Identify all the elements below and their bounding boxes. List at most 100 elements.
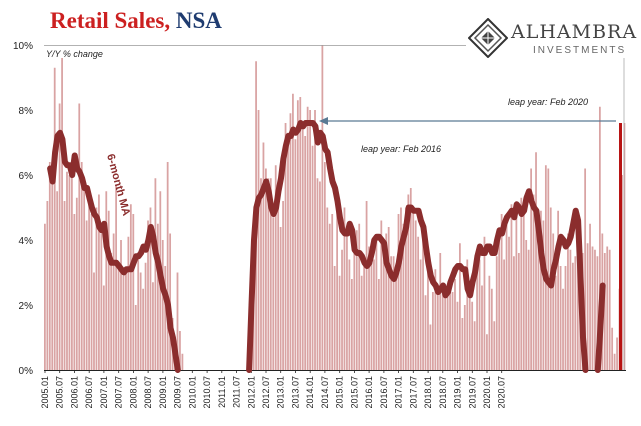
x-tick-label: 2011.07 xyxy=(232,376,242,408)
bar xyxy=(100,233,103,370)
x-tick-label: 2006.01 xyxy=(70,376,80,409)
bar xyxy=(606,246,609,370)
bar xyxy=(267,178,270,370)
bar xyxy=(380,220,383,370)
bar xyxy=(144,262,147,370)
bar xyxy=(532,194,535,370)
bar xyxy=(586,243,589,370)
x-tick-label: 2010.07 xyxy=(202,376,212,409)
bar xyxy=(282,201,284,370)
bar xyxy=(176,272,179,370)
bar xyxy=(262,142,265,370)
ma-layer xyxy=(47,120,606,373)
bar xyxy=(503,259,505,370)
bar xyxy=(78,103,81,370)
bar xyxy=(179,331,181,370)
bar xyxy=(517,253,520,370)
bar xyxy=(432,292,434,370)
bar xyxy=(358,223,361,370)
bar xyxy=(58,103,61,370)
x-tick-label: 2008.01 xyxy=(128,376,138,409)
bar xyxy=(510,204,513,370)
ylabel: Y/Y % change xyxy=(46,49,103,59)
bar xyxy=(584,168,587,370)
bar xyxy=(522,214,525,370)
bar xyxy=(623,123,626,370)
x-tick-label: 2015.07 xyxy=(349,376,359,409)
bar xyxy=(125,269,127,370)
bar xyxy=(301,123,304,370)
bar xyxy=(326,207,329,370)
x-tick-label: 2010.01 xyxy=(187,376,197,409)
bar xyxy=(66,171,68,370)
logo-subtitle: INVESTMENTS xyxy=(533,45,627,56)
bar xyxy=(498,233,501,370)
bar xyxy=(166,162,169,370)
bar xyxy=(309,110,311,370)
bar xyxy=(306,106,309,370)
bar xyxy=(139,272,142,370)
bar xyxy=(83,181,86,370)
bar xyxy=(93,272,95,370)
bar xyxy=(598,106,601,370)
bar xyxy=(129,204,132,370)
bar xyxy=(73,214,76,370)
bar xyxy=(611,327,614,370)
bar xyxy=(284,123,287,370)
bar xyxy=(505,223,508,370)
bar xyxy=(557,210,560,370)
leap-2016-label: leap year: Feb 2016 xyxy=(361,144,441,154)
bar xyxy=(46,201,49,370)
x-tick-label: 2019.01 xyxy=(453,376,463,409)
ma-line xyxy=(246,120,589,373)
bar xyxy=(547,168,550,370)
bar xyxy=(530,168,532,370)
bar xyxy=(120,240,122,370)
bar xyxy=(75,197,78,370)
bar xyxy=(613,353,616,370)
x-tick-label: 2012.01 xyxy=(246,376,256,409)
bar xyxy=(63,201,66,370)
bar xyxy=(132,214,135,370)
bar xyxy=(404,207,407,370)
bar xyxy=(495,256,498,370)
bar xyxy=(414,220,417,370)
bar xyxy=(527,249,530,370)
bar xyxy=(375,236,378,370)
bar xyxy=(265,168,267,370)
y-tick-label: 2% xyxy=(19,301,34,312)
bar xyxy=(515,214,518,370)
bar xyxy=(373,259,375,370)
bar xyxy=(392,256,395,370)
bar xyxy=(422,227,424,370)
bar xyxy=(112,233,115,370)
bar xyxy=(456,301,459,370)
bar xyxy=(446,295,449,370)
bar xyxy=(542,220,545,370)
bar xyxy=(385,233,388,370)
bar xyxy=(117,262,120,370)
latest-bar-layer xyxy=(619,58,625,370)
x-tick-label: 2013.07 xyxy=(291,376,301,409)
bar xyxy=(486,334,488,370)
bar xyxy=(552,233,555,370)
leap-2020-label: leap year: Feb 2020 xyxy=(508,97,588,107)
leap-arrow-head xyxy=(319,117,328,125)
bar xyxy=(122,275,125,370)
bar xyxy=(277,194,280,370)
bar xyxy=(466,259,469,370)
bar xyxy=(102,285,105,370)
bar xyxy=(395,275,397,370)
bar xyxy=(596,256,599,370)
bar xyxy=(331,214,334,370)
bar xyxy=(591,246,594,370)
bar xyxy=(490,288,493,370)
ma-label: 6-month MA xyxy=(104,153,132,218)
bar xyxy=(311,145,314,370)
bar xyxy=(562,288,564,370)
bar xyxy=(274,165,277,370)
bar xyxy=(441,288,444,370)
bar xyxy=(110,253,113,370)
x-tick-label: 2007.01 xyxy=(99,376,109,409)
bar xyxy=(569,249,572,370)
